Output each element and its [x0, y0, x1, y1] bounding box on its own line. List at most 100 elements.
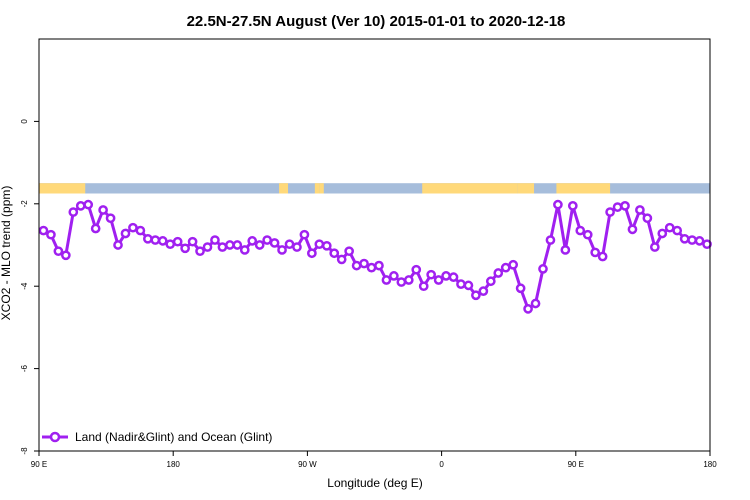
data-point [344, 246, 355, 257]
data-point [68, 207, 79, 217]
data-point [232, 240, 243, 250]
data-point [567, 201, 578, 211]
data-point [321, 240, 332, 251]
data-point [292, 242, 302, 252]
data-point [307, 248, 317, 259]
y-tick-label: -8 [20, 447, 29, 455]
data-point [217, 242, 228, 252]
y-tick-label: 0 [20, 119, 29, 124]
data-point [135, 225, 146, 236]
data-point [418, 281, 429, 292]
data-point [374, 260, 384, 271]
data-point [545, 235, 556, 245]
data-point [702, 239, 712, 250]
data-point [336, 254, 347, 265]
data-point [515, 283, 526, 294]
x-tick-label: 180 [167, 460, 181, 469]
data-point [389, 271, 399, 281]
y-tick-label: -2 [20, 200, 29, 208]
x-tick-label: 90 E [31, 460, 47, 469]
data-point [620, 201, 630, 211]
data-point [627, 224, 638, 235]
data-point [694, 236, 705, 246]
ocean-band [39, 183, 710, 194]
plot-frame [38, 38, 711, 452]
x-axis-label: Longitude (deg E) [327, 476, 422, 490]
data-point [98, 205, 108, 215]
data-point [75, 201, 86, 211]
data-point [687, 235, 697, 245]
data-point [314, 239, 325, 250]
data-point [143, 233, 153, 244]
data-point [478, 286, 489, 296]
land-segment [39, 183, 86, 194]
data-point [247, 236, 258, 246]
y-axis: 0 -2 -4 -6 -8 [20, 119, 39, 455]
data-point [649, 242, 660, 252]
data-point [53, 246, 64, 257]
data-point [403, 275, 414, 285]
data-point [679, 233, 690, 244]
data-point [157, 236, 168, 246]
data-point [560, 245, 571, 255]
data-point [60, 250, 71, 261]
data-point [664, 222, 675, 233]
data-point [530, 298, 541, 309]
data-point [172, 236, 183, 247]
data-point [128, 222, 138, 233]
data-point [239, 245, 250, 255]
data-point [456, 279, 466, 289]
chart-title: 22.5N-27.5N August (Ver 10) 2015-01-01 t… [187, 13, 566, 30]
data-point [471, 290, 481, 301]
data-point [165, 239, 176, 250]
land-ocean-band [39, 183, 710, 194]
data-point [635, 205, 645, 215]
data-point [538, 264, 548, 274]
x-tick-label: 0 [439, 460, 444, 469]
land-segment [422, 183, 518, 194]
y-axis-label: XCO2 - MLO trend (ppm) [0, 186, 13, 321]
y-tick-label: -4 [20, 282, 29, 290]
data-point [463, 280, 474, 291]
data-point [225, 240, 235, 250]
data-point [105, 213, 116, 224]
data-point [411, 264, 422, 275]
land-segment [319, 183, 324, 194]
data-point [605, 207, 615, 217]
data-point [597, 251, 608, 262]
data-point [113, 240, 123, 250]
data-point [195, 246, 205, 257]
data-point [351, 260, 362, 271]
data-point [150, 235, 161, 245]
data-point [426, 269, 437, 280]
data-point [672, 225, 683, 236]
data-point [575, 225, 586, 236]
data-point [485, 276, 496, 287]
data-point [381, 275, 392, 285]
data-point [38, 225, 49, 236]
x-tick-label: 90 W [298, 460, 317, 469]
y-tick-label: -6 [20, 364, 29, 372]
data-point [83, 199, 94, 210]
data-point [329, 248, 340, 259]
land-segment [314, 183, 320, 194]
land-segment [279, 183, 289, 194]
data-point [202, 242, 213, 252]
data-point [187, 236, 198, 247]
data-point [590, 247, 601, 258]
data-point [433, 275, 444, 285]
data-point [553, 199, 563, 210]
data-point [642, 213, 653, 224]
data-point [262, 235, 272, 245]
legend-label: Land (Nadir&Glint) and Ocean (Glint) [75, 430, 272, 444]
data-point [90, 223, 101, 234]
data-point [500, 262, 511, 273]
data-point [359, 258, 369, 269]
data-point [180, 243, 190, 254]
land-segment [556, 183, 611, 194]
data-point [277, 245, 287, 255]
data-point [441, 271, 451, 281]
data-point [284, 239, 295, 250]
data-point [269, 238, 280, 248]
